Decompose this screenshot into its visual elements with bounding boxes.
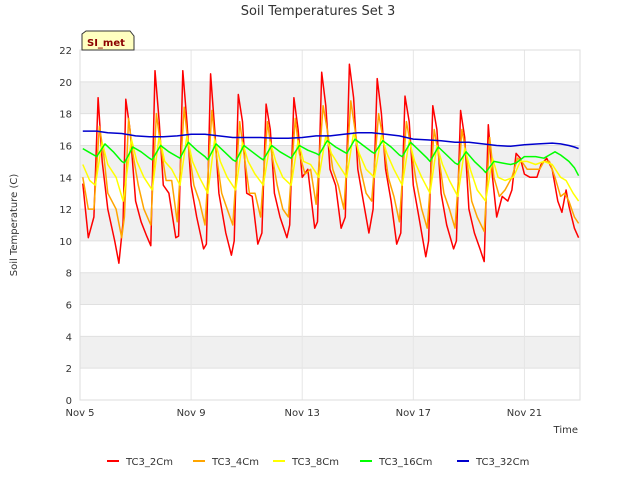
station-badge-label: SI_met [87, 38, 125, 49]
y-tick-label: 2 [66, 364, 72, 375]
background-band [80, 336, 580, 369]
x-tick-label: Nov 13 [285, 408, 320, 419]
legend-tc3-4cm-label: TC3_4Cm [211, 457, 259, 468]
y-tick-label: 10 [59, 237, 72, 248]
background-band [80, 81, 580, 114]
series-lines [82, 63, 580, 264]
series-line-tc3-32cm [82, 130, 579, 150]
x-tick-label: Nov 9 [177, 408, 206, 419]
y-tick-label: 16 [59, 141, 72, 152]
y-tick-label: 12 [59, 205, 72, 216]
y-tick-label: 18 [59, 110, 72, 121]
plot-area-border [79, 49, 581, 401]
x-axis-ticks: Nov 5 Nov 9 Nov 13 Nov 17 Nov 21 [65, 408, 542, 419]
series-line-tc3-2cm [82, 63, 580, 264]
y-tick-label: 6 [66, 301, 72, 312]
background-band [80, 304, 580, 337]
chart-title: Soil Temperatures Set 3 [241, 4, 396, 19]
legend-tc3-8cm-label: TC3_8Cm [291, 457, 339, 468]
legend-tc3-16cm-label: TC3_16Cm [378, 457, 432, 468]
y-tick-label: 8 [66, 269, 72, 280]
legend: TC3_2Cm TC3_4Cm TC3_8Cm TC3_16Cm TC3_32Cm [107, 457, 529, 468]
y-axis-ticks: 0 2 4 6 8 10 12 14 16 18 20 22 [59, 46, 72, 407]
x-tick-label: Nov 17 [396, 408, 431, 419]
background-band [80, 240, 580, 273]
background-band [80, 113, 580, 146]
y-tick-label: 20 [59, 78, 72, 89]
legend-tc3-2cm-label: TC3_2Cm [125, 457, 173, 468]
series-line-tc3-16cm [82, 138, 580, 177]
x-tick-label: Nov 21 [507, 408, 542, 419]
y-tick-label: 22 [59, 46, 72, 57]
station-badge: SI_met [81, 30, 135, 51]
plot-background-bands [80, 50, 580, 400]
background-band [80, 272, 580, 305]
y-tick-label: 0 [66, 396, 72, 407]
background-band [80, 177, 580, 210]
legend-tc3-32cm-label: TC3_32Cm [475, 457, 529, 468]
y-tick-label: 4 [66, 332, 72, 343]
background-band [80, 50, 580, 82]
x-tick-label: Nov 5 [65, 408, 94, 419]
x-axis-title: Time [553, 425, 578, 436]
background-band [80, 368, 580, 400]
background-band [80, 209, 580, 241]
y-tick-label: 14 [59, 173, 72, 184]
y-axis-title: Soil Temperature (C) [9, 174, 20, 277]
